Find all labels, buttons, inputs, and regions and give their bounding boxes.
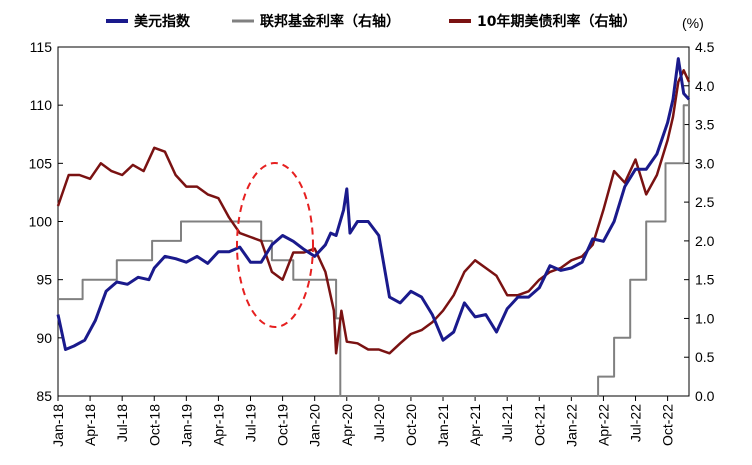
x-tick-label: Jul-22 — [628, 404, 644, 442]
x-tick-label: Oct-18 — [146, 404, 162, 446]
x-tick-label: Jan-22 — [563, 404, 579, 447]
x-tick-label: Oct-20 — [403, 404, 419, 446]
left-tick-label: 90 — [36, 330, 52, 346]
x-tick-label: Jul-21 — [499, 404, 515, 442]
annotation-ellipse — [236, 162, 314, 328]
right-tick-label: 4.0 — [695, 78, 715, 94]
x-tick-label: Apr-19 — [210, 404, 226, 446]
right-tick-label: 2.5 — [695, 194, 715, 210]
right-tick-label: 4.5 — [695, 39, 715, 55]
x-tick-label: Apr-22 — [595, 404, 611, 446]
legend-label-usd-index: 美元指数 — [134, 13, 191, 30]
legend-label-fed-funds: 联邦基金利率（右轴） — [260, 13, 400, 30]
x-tick-label: Oct-21 — [531, 404, 547, 446]
x-tick-label: Apr-21 — [467, 404, 483, 446]
right-tick-label: 1.5 — [695, 272, 715, 288]
left-tick-label: 85 — [36, 388, 52, 404]
x-tick-label: Jan-18 — [50, 404, 66, 447]
left-axis: 85 90 95 100 105 110 115 — [29, 39, 63, 404]
right-tick-label: 2.0 — [695, 233, 715, 249]
series-10y-yield-line — [56, 69, 691, 355]
series-usd-index-line — [56, 57, 691, 351]
legend: 美元指数 联邦基金利率（右轴） 10年期美债利率（右轴） — [106, 13, 636, 30]
series-fed-funds-line — [58, 104, 689, 397]
x-tick-label: Oct-19 — [275, 404, 291, 446]
left-tick-label: 95 — [36, 272, 52, 288]
right-tick-label: 0.5 — [695, 349, 715, 365]
right-tick-label: 3.0 — [695, 155, 715, 171]
x-tick-label: Jan-20 — [307, 404, 323, 447]
x-tick-label: Apr-20 — [339, 404, 355, 446]
right-tick-label: 3.5 — [695, 117, 715, 133]
x-tick-label: Jan-19 — [178, 404, 194, 447]
x-tick-label: Jul-19 — [243, 404, 259, 442]
x-tick-label: Oct-22 — [660, 404, 676, 446]
right-tick-label: 1.0 — [695, 310, 715, 326]
legend-label-10y-yield: 10年期美债利率（右轴） — [477, 13, 636, 30]
x-tick-label: Apr-18 — [82, 404, 98, 446]
x-tick-label: Jul-20 — [371, 404, 387, 442]
x-axis: Jan-18 Apr-18 Jul-18 Oct-18 Jan-19 Apr-19 Jul-… — [50, 396, 676, 447]
left-tick-label: 105 — [29, 155, 53, 171]
series-group — [56, 57, 691, 397]
left-tick-label: 100 — [29, 214, 53, 230]
left-tick-label: 110 — [30, 97, 53, 113]
right-tick-label: 0.0 — [695, 388, 715, 404]
right-axis: 0.0 0.5 1.0 1.5 2.0 2.5 3.0 3.5 4.0 4.5 — [684, 39, 715, 404]
plot-area — [57, 46, 690, 397]
x-tick-label: Jul-18 — [114, 404, 130, 442]
left-tick-label: 115 — [30, 39, 53, 55]
right-axis-unit: (%) — [682, 15, 704, 31]
x-tick-label: Jan-21 — [435, 404, 451, 447]
